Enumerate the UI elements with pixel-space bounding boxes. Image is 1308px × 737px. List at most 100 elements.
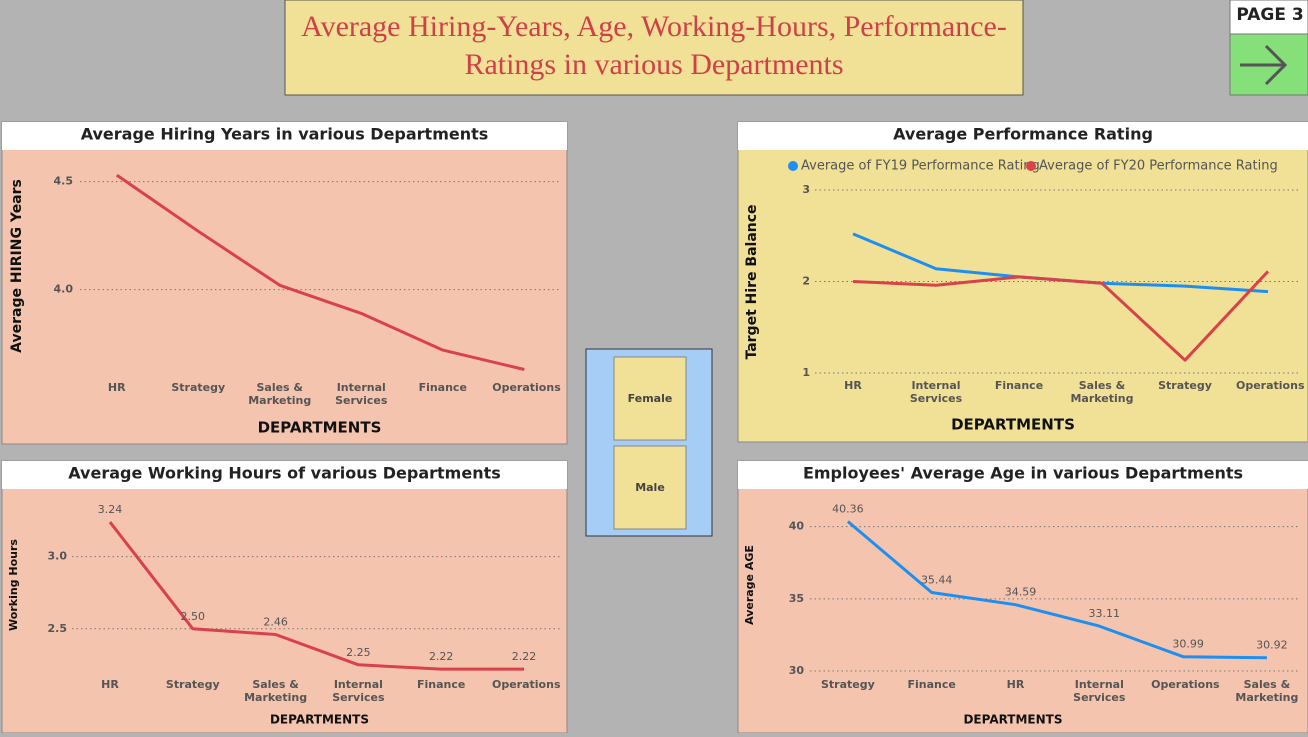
x-tick-label: HR <box>101 678 119 691</box>
x-tick-holder: Operations <box>492 381 561 394</box>
legend-marker <box>788 161 798 171</box>
x-tick-label: Sales & Marketing <box>1235 678 1299 704</box>
x-tick-holder: Sales & Marketing <box>1235 678 1299 704</box>
data-label: 2.22 <box>512 650 537 663</box>
arrow-icon <box>1240 44 1288 86</box>
x-tick-holder: Strategy <box>820 678 875 691</box>
data-label: 35.44 <box>921 573 953 586</box>
x-tick-label: Internal Services <box>1073 678 1126 704</box>
x-tick-label: HR <box>844 379 862 392</box>
x-tick-holder: Internal Services <box>1073 678 1126 704</box>
x-tick-holder: Strategy <box>171 381 225 394</box>
chart-panel <box>1 121 568 445</box>
y-axis-title: Working Hours <box>7 539 20 631</box>
x-tick-holder: Operations <box>492 678 561 691</box>
x-tick-holder: Finance <box>418 381 467 394</box>
x-tick-holder: Operations <box>1236 379 1305 392</box>
chart-header <box>2 122 567 150</box>
y-tick-label: 35 <box>789 592 804 605</box>
x-tick-holder: Sales & Marketing <box>248 381 312 407</box>
y-axis-title: Target Hire Balance <box>744 204 760 359</box>
x-tick-label: Operations <box>492 381 561 394</box>
chart-title: Average Performance Rating <box>893 125 1153 144</box>
x-tick-label: Sales & Marketing <box>248 381 312 407</box>
y-tick-label: 3 <box>802 183 810 196</box>
chart-header <box>738 461 1308 489</box>
y-tick-label: 40 <box>789 520 805 533</box>
y-tick-label: 4.5 <box>54 175 74 188</box>
x-tick-holder: Finance <box>994 379 1044 392</box>
title-holder: Average Hiring-Years, Age, Working-Hours… <box>301 10 1007 81</box>
data-label: 30.92 <box>1256 639 1288 652</box>
x-tick-holder: Finance <box>907 678 956 691</box>
x-tick-holder: Sales & Marketing <box>244 678 308 704</box>
chart-header <box>738 122 1308 150</box>
y-tick-label: 2.5 <box>48 622 68 635</box>
x-tick-holder: Internal Services <box>335 381 387 407</box>
data-label: 2.50 <box>181 610 206 623</box>
x-axis-title: DEPARTMENTS <box>963 713 1062 727</box>
x-tick-holder: Strategy <box>165 678 220 691</box>
x-tick-holder: HR <box>844 379 862 392</box>
x-axis-title: DEPARTMENTS <box>270 713 369 727</box>
x-tick-label: Operations <box>1151 678 1220 691</box>
data-label: 33.11 <box>1089 607 1121 620</box>
legend-label: Average of FY19 Performance Rating <box>801 159 1040 174</box>
data-label: 2.46 <box>263 616 288 629</box>
x-tick-label: Strategy <box>1158 379 1212 392</box>
y-tick-label: 30 <box>789 664 805 677</box>
y-axis-title: Average HIRING Years <box>9 179 25 353</box>
x-tick-label: Operations <box>1236 379 1305 392</box>
legend-label: Average of FY20 Performance Rating <box>1039 159 1278 174</box>
x-tick-label: Finance <box>907 678 956 691</box>
chart-header <box>2 461 567 489</box>
page-title: Average Hiring-Years, Age, Working-Hours… <box>301 10 1007 81</box>
x-tick-label: Finance <box>994 379 1044 392</box>
y-tick-label: 2 <box>802 275 810 288</box>
x-tick-label: Strategy <box>165 678 220 691</box>
x-tick-holder: Internal Services <box>910 379 962 405</box>
y-axis-title: Average AGE <box>743 545 756 625</box>
line <box>115 173 525 371</box>
x-tick-label: Internal Services <box>332 678 385 704</box>
data-label: 3.24 <box>98 503 123 516</box>
data-label: 40.36 <box>832 502 864 515</box>
x-tick-label: Sales & Marketing <box>244 678 308 704</box>
data-label: 30.99 <box>1172 638 1204 651</box>
x-tick-label: Finance <box>417 678 466 691</box>
chart-panel <box>737 460 1308 734</box>
slicer-label: Female <box>628 392 673 405</box>
chart-title: Average Hiring Years in various Departme… <box>81 125 489 144</box>
x-tick-holder: Sales & Marketing <box>1070 379 1134 405</box>
x-tick-label: HR <box>1006 678 1025 691</box>
x-axis-title: DEPARTMENTS <box>951 416 1075 434</box>
legend-marker <box>1026 161 1036 171</box>
page-nav-label: PAGE 3 <box>1236 5 1303 25</box>
x-tick-label: HR <box>107 381 126 394</box>
line <box>846 520 1267 660</box>
x-tick-holder: HR <box>1006 678 1025 691</box>
chart-panel <box>1 460 568 734</box>
x-tick-label: Operations <box>492 678 561 691</box>
x-tick-holder: HR <box>101 678 119 691</box>
slicer-button[interactable] <box>613 356 687 441</box>
x-tick-label: Sales & Marketing <box>1070 379 1134 405</box>
line <box>852 270 1270 362</box>
y-tick-label: 3.0 <box>48 550 68 563</box>
data-label: 2.22 <box>429 650 454 663</box>
x-tick-holder: HR <box>107 381 126 394</box>
y-tick-label: 4.0 <box>54 283 74 296</box>
x-tick-label: Finance <box>418 381 467 394</box>
line <box>108 521 524 671</box>
page-nav-label-box <box>1229 0 1308 35</box>
x-tick-holder: Finance <box>417 678 466 691</box>
x-axis-title: DEPARTMENTS <box>258 419 382 437</box>
slicer-label: Male <box>635 481 665 494</box>
slicer-button[interactable] <box>613 445 687 530</box>
data-label: 2.25 <box>346 646 371 659</box>
chart-title: Employees' Average Age in various Depart… <box>803 464 1243 483</box>
data-label: 34.59 <box>1005 586 1037 599</box>
x-tick-label: Strategy <box>820 678 875 691</box>
